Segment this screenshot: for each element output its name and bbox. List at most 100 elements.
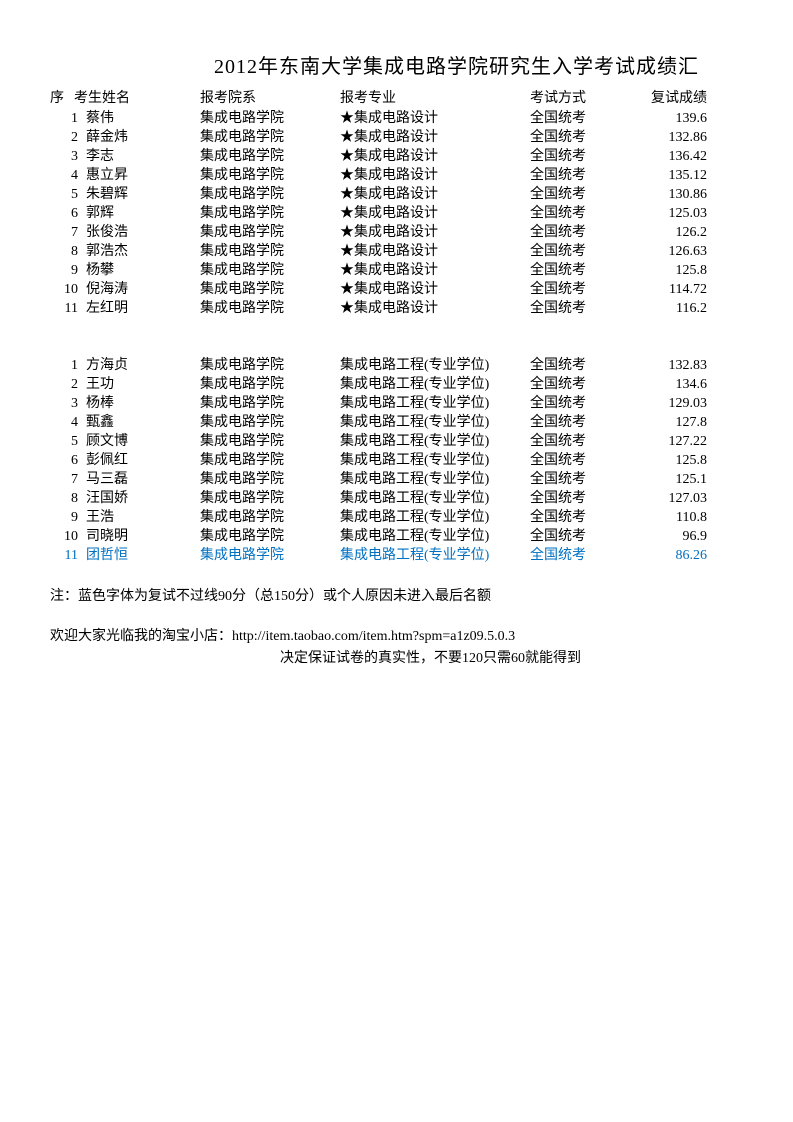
cell-method: 全国统考 [530, 432, 635, 451]
cell-name: 张俊浩 [82, 223, 200, 242]
cell-seq: 4 [50, 413, 82, 432]
cell-method: 全国统考 [530, 413, 635, 432]
cell-seq: 10 [50, 527, 82, 546]
cell-major: ★集成电路设计 [340, 185, 530, 204]
cell-dept: 集成电路学院 [200, 280, 340, 299]
cell-dept: 集成电路学院 [200, 128, 340, 147]
cell-seq: 8 [50, 242, 82, 261]
cell-method: 全国统考 [530, 109, 635, 128]
score-table: 序 考生姓名 报考院系 报考专业 考试方式 复试成绩 1蔡伟集成电路学院★集成电… [50, 89, 743, 565]
cell-method: 全国统考 [530, 280, 635, 299]
cell-major: 集成电路工程(专业学位) [340, 527, 530, 546]
table-row: 2王功集成电路学院集成电路工程(专业学位)全国统考134.6 [50, 375, 743, 394]
table-row: 1方海贞集成电路学院集成电路工程(专业学位)全国统考132.83 [50, 356, 743, 375]
cell-score: 126.63 [635, 242, 707, 261]
cell-dept: 集成电路学院 [200, 166, 340, 185]
cell-dept: 集成电路学院 [200, 413, 340, 432]
cell-dept: 集成电路学院 [200, 432, 340, 451]
cell-score: 132.86 [635, 128, 707, 147]
cell-name: 甄鑫 [82, 413, 200, 432]
cell-major: 集成电路工程(专业学位) [340, 356, 530, 375]
cell-major: 集成电路工程(专业学位) [340, 394, 530, 413]
cell-seq: 3 [50, 147, 82, 166]
table-row: 2薛金炜集成电路学院★集成电路设计全国统考132.86 [50, 128, 743, 147]
header-major: 报考专业 [340, 89, 530, 108]
cell-seq: 5 [50, 432, 82, 451]
cell-dept: 集成电路学院 [200, 109, 340, 128]
cell-score: 125.8 [635, 451, 707, 470]
cell-seq: 3 [50, 394, 82, 413]
cell-major: ★集成电路设计 [340, 242, 530, 261]
cell-seq: 9 [50, 261, 82, 280]
cell-score: 86.26 [635, 546, 707, 565]
cell-name: 杨攀 [82, 261, 200, 280]
cell-name: 蔡伟 [82, 109, 200, 128]
table-row: 8汪国娇集成电路学院集成电路工程(专业学位)全国统考127.03 [50, 489, 743, 508]
cell-score: 125.1 [635, 470, 707, 489]
cell-name: 左红明 [82, 299, 200, 318]
group-spacer [50, 318, 743, 356]
cell-seq: 8 [50, 489, 82, 508]
cell-method: 全国统考 [530, 394, 635, 413]
cell-name: 惠立昇 [82, 166, 200, 185]
cell-dept: 集成电路学院 [200, 546, 340, 565]
cell-dept: 集成电路学院 [200, 451, 340, 470]
cell-score: 114.72 [635, 280, 707, 299]
cell-dept: 集成电路学院 [200, 508, 340, 527]
table-row: 6彭佩红集成电路学院集成电路工程(专业学位)全国统考125.8 [50, 451, 743, 470]
cell-method: 全国统考 [530, 185, 635, 204]
table-row: 3杨棒集成电路学院集成电路工程(专业学位)全国统考129.03 [50, 394, 743, 413]
cell-major: ★集成电路设计 [340, 261, 530, 280]
header-score: 复试成绩 [635, 89, 707, 108]
note-text: 注：蓝色字体为复试不过线90分（总150分）或个人原因未进入最后名额 [50, 585, 743, 605]
cell-method: 全国统考 [530, 242, 635, 261]
cell-method: 全国统考 [530, 166, 635, 185]
cell-major: 集成电路工程(专业学位) [340, 470, 530, 489]
table-row: 5顾文博集成电路学院集成电路工程(专业学位)全国统考127.22 [50, 432, 743, 451]
cell-name: 马三磊 [82, 470, 200, 489]
cell-major: 集成电路工程(专业学位) [340, 508, 530, 527]
table-row: 10倪海涛集成电路学院★集成电路设计全国统考114.72 [50, 280, 743, 299]
cell-dept: 集成电路学院 [200, 299, 340, 318]
cell-seq: 11 [50, 299, 82, 318]
cell-dept: 集成电路学院 [200, 147, 340, 166]
cell-method: 全国统考 [530, 546, 635, 565]
cell-dept: 集成电路学院 [200, 204, 340, 223]
table-row: 8郭浩杰集成电路学院★集成电路设计全国统考126.63 [50, 242, 743, 261]
cell-name: 顾文博 [82, 432, 200, 451]
cell-dept: 集成电路学院 [200, 261, 340, 280]
cell-score: 132.83 [635, 356, 707, 375]
promo-block: 欢迎大家光临我的淘宝小店：http://item.taobao.com/item… [50, 625, 743, 667]
table-row: 11左红明集成电路学院★集成电路设计全国统考116.2 [50, 299, 743, 318]
cell-name: 王功 [82, 375, 200, 394]
cell-score: 134.6 [635, 375, 707, 394]
table-row: 1蔡伟集成电路学院★集成电路设计全国统考139.6 [50, 109, 743, 128]
cell-dept: 集成电路学院 [200, 489, 340, 508]
table-row: 9杨攀集成电路学院★集成电路设计全国统考125.8 [50, 261, 743, 280]
cell-name: 杨棒 [82, 394, 200, 413]
cell-major: ★集成电路设计 [340, 280, 530, 299]
cell-score: 110.8 [635, 508, 707, 527]
cell-dept: 集成电路学院 [200, 356, 340, 375]
cell-method: 全国统考 [530, 147, 635, 166]
cell-major: 集成电路工程(专业学位) [340, 375, 530, 394]
cell-seq: 5 [50, 185, 82, 204]
cell-major: 集成电路工程(专业学位) [340, 546, 530, 565]
cell-seq: 1 [50, 109, 82, 128]
table-header: 序 考生姓名 报考院系 报考专业 考试方式 复试成绩 [50, 89, 743, 108]
cell-method: 全国统考 [530, 299, 635, 318]
cell-score: 126.2 [635, 223, 707, 242]
cell-major: ★集成电路设计 [340, 147, 530, 166]
cell-name: 团哲恒 [82, 546, 200, 565]
cell-name: 彭佩红 [82, 451, 200, 470]
cell-seq: 2 [50, 128, 82, 147]
cell-method: 全国统考 [530, 508, 635, 527]
table-row: 3李志集成电路学院★集成电路设计全国统考136.42 [50, 147, 743, 166]
cell-seq: 4 [50, 166, 82, 185]
table-row: 7马三磊集成电路学院集成电路工程(专业学位)全国统考125.1 [50, 470, 743, 489]
cell-seq: 9 [50, 508, 82, 527]
cell-name: 李志 [82, 147, 200, 166]
table-row: 11团哲恒集成电路学院集成电路工程(专业学位)全国统考86.26 [50, 546, 743, 565]
promo-line2: 决定保证试卷的真实性，不要120只需60就能得到 [280, 647, 743, 667]
cell-score: 136.42 [635, 147, 707, 166]
